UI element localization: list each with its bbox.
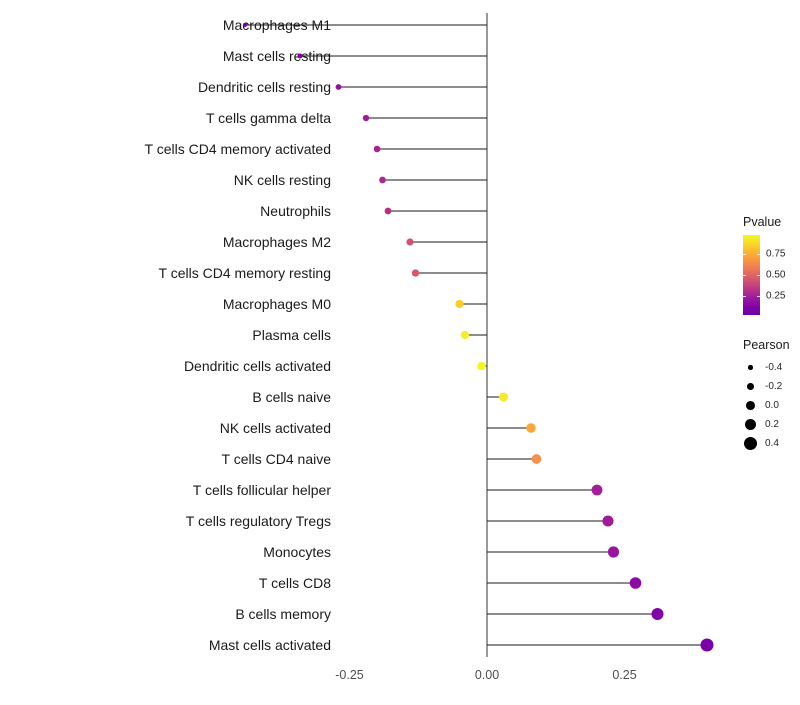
category-label: Macrophages M2 [223,234,331,250]
pvalue-colorbar [743,235,760,315]
colorbar-label: 0.25 [766,290,786,302]
colorbar-tick [757,254,760,255]
colorbar-tick [743,254,746,255]
dot-cell [743,436,758,451]
lollipop-dot [591,484,603,496]
x-tick-label: -0.25 [335,668,364,682]
colorbar-label: 0.75 [766,248,786,260]
category-label: T cells CD8 [259,575,331,591]
lollipop-dot [526,423,536,433]
category-label: Plasma cells [252,327,331,343]
lollipop-dot [411,269,420,277]
pearson-size-label: 0.4 [765,438,779,449]
lollipop-dot [700,638,714,652]
pearson-legend-title: Pearson [743,338,790,352]
lollipop-dot [455,299,464,309]
lollipop-dot [335,84,342,90]
lollipop-dot [477,361,486,371]
lollipop-dot [362,114,370,122]
lollipop-dot [373,145,381,153]
category-label: NK cells resting [234,172,331,188]
lollipop-dot [243,23,247,27]
lollipop-dot [498,392,509,402]
pearson-legend: Pearson -0.4 -0.2 0.0 0.2 0.4 [743,338,790,453]
lollipop-dot [602,515,614,527]
colorbar-tick [757,296,760,297]
lollipop-dot [406,238,414,246]
pearson-legend-entry: -0.4 [743,358,790,377]
category-label: T cells follicular helper [193,482,332,498]
lollipop-dot [531,454,542,464]
pearson-size-label: -0.4 [765,362,783,373]
pearson-legend-entry: 0.4 [743,434,790,453]
lollipop-dot [297,53,303,59]
category-label: Mast cells resting [223,48,331,64]
pearson-size-dot [748,365,753,370]
category-label: T cells CD4 naive [222,451,332,467]
colorbar-tick [757,275,760,276]
pearson-size-dot [744,437,757,450]
lollipop-dot [651,607,664,621]
pearson-legend-entry: 0.0 [743,396,790,415]
colorbar-tick [743,296,746,297]
lollipop-dot [607,546,620,558]
category-label: T cells gamma delta [206,110,331,126]
category-label: B cells naive [252,389,331,405]
category-label: Monocytes [263,544,331,560]
lollipop-dot [629,577,642,589]
lollipop-dot [384,207,392,215]
dot-cell [743,417,758,432]
dot-cell [743,360,758,375]
pearson-size-dot [746,401,755,410]
x-tick-label: 0.00 [475,668,499,682]
pearson-size-dot [745,419,756,430]
category-label: Dendritic cells activated [184,358,331,374]
lollipop-dot [379,176,386,184]
category-label: T cells regulatory Tregs [186,513,331,529]
category-label: T cells CD4 memory resting [159,265,331,281]
category-label: T cells CD4 memory activated [145,141,331,157]
category-label: Neutrophils [260,203,331,219]
pvalue-colorbar-row: 0.75 0.50 0.25 [743,235,800,321]
pearson-legend-entry: -0.2 [743,377,790,396]
category-label: Dendritic cells resting [198,79,331,95]
pvalue-legend: Pvalue 0.75 0.50 0.25 [743,215,800,321]
pearson-size-label: -0.2 [765,381,783,392]
lollipop-dot [460,330,470,340]
category-label: Mast cells activated [209,637,331,653]
category-label: B cells memory [235,606,331,622]
pearson-legend-entry: 0.2 [743,415,790,434]
dot-cell [743,379,758,394]
category-label: Macrophages M0 [223,296,331,312]
pvalue-legend-title: Pvalue [743,215,782,229]
x-tick-label: 0.25 [612,668,636,682]
pearson-size-dot [747,383,754,390]
dot-cell [743,398,758,413]
pearson-size-label: 0.2 [765,419,779,430]
colorbar-label: 0.50 [766,269,786,281]
colorbar-tick [743,275,746,276]
pearson-size-label: 0.0 [765,400,779,411]
category-label: NK cells activated [220,420,331,436]
